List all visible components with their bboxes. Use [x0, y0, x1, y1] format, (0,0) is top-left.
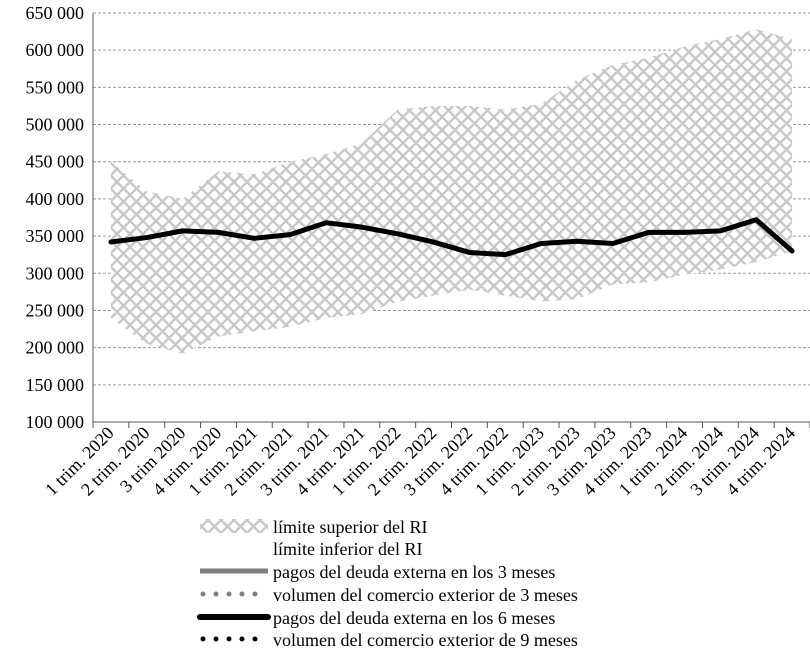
- y-tick-label: 250 000: [26, 300, 85, 320]
- legend-label: límite inferior del RI: [273, 539, 422, 559]
- series-lines: [108, 217, 795, 258]
- axes: [92, 13, 810, 428]
- ri-band: [110, 29, 793, 354]
- y-tick-label: 350 000: [26, 226, 85, 246]
- y-tick-label: 450 000: [26, 152, 85, 172]
- y-tick-label: 600 000: [26, 40, 85, 60]
- legend-swatch-hatch: [200, 519, 268, 533]
- legend-label: límite superior del RI: [273, 517, 427, 537]
- y-tick-label: 100 000: [26, 412, 85, 432]
- y-tick-label: 150 000: [26, 375, 85, 395]
- legend-label: volumen del comercio exterior de 3 meses: [273, 585, 578, 605]
- legend-label: pagos del deuda externa en los 6 meses: [273, 608, 555, 628]
- y-tick-labels: 100 000 150 000 200 000 250 000 300 000 350 0…: [26, 3, 85, 432]
- y-tick-label: 550 000: [26, 77, 85, 97]
- y-tick-label: 300 000: [26, 263, 85, 283]
- legend-label: volumen del comercio exterior de 9 meses: [273, 630, 578, 650]
- legend-label: pagos del deuda externa en los 3 meses: [273, 562, 555, 582]
- y-tick-label: 200 000: [26, 338, 85, 358]
- ri-band-area: [110, 29, 793, 354]
- y-tick-label: 400 000: [26, 189, 85, 209]
- series-line-pagos-6-meses: [108, 217, 795, 258]
- y-tick-label: 500 000: [26, 115, 85, 135]
- y-tick-label: 650 000: [26, 3, 85, 23]
